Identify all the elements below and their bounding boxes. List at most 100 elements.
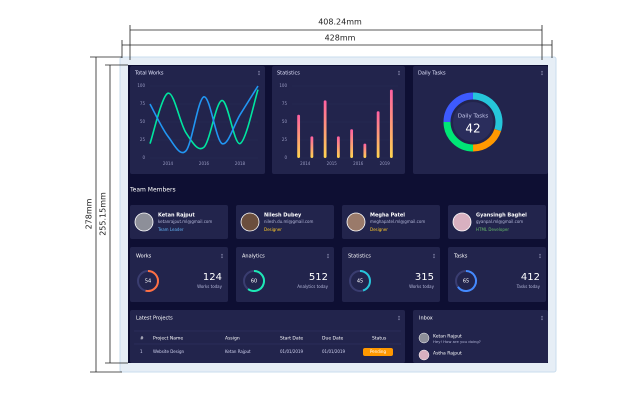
table-cell: 01/01/2019 xyxy=(322,349,346,354)
y-tick-label: 0 xyxy=(284,155,287,160)
avatar xyxy=(134,212,154,232)
ring xyxy=(247,270,265,292)
stat-caption: Tasks today xyxy=(516,284,541,289)
bar xyxy=(350,129,354,158)
card xyxy=(448,205,546,239)
stat-title: Statistics xyxy=(348,254,371,260)
menu-dot xyxy=(539,257,541,259)
menu-dot xyxy=(327,253,329,255)
avatar xyxy=(452,212,472,232)
avatar xyxy=(240,212,260,232)
menu-dot xyxy=(433,255,435,257)
status-badge xyxy=(363,348,393,356)
menu-dot xyxy=(433,253,435,255)
line-series xyxy=(149,85,259,154)
member-role: HTML Developer xyxy=(476,227,509,232)
menu-dot xyxy=(258,74,260,76)
ring-value: 45 xyxy=(357,279,363,285)
menu-dot xyxy=(541,70,543,72)
member-email: meghapatel.ml@gmail.com xyxy=(370,219,425,224)
y-tick-label: 100 xyxy=(137,83,145,88)
y-tick-label: 25 xyxy=(140,137,146,142)
member-role: Designer xyxy=(264,227,282,232)
card xyxy=(130,66,265,174)
donut-label: Daily Tasks xyxy=(458,114,489,120)
stat-count: 412 xyxy=(521,272,540,283)
stat-caption: Analytics today xyxy=(297,284,328,289)
menu-dot xyxy=(541,319,543,321)
x-tick-label: 2014 xyxy=(300,161,311,166)
status-text: Pending xyxy=(370,349,386,354)
menu-dot xyxy=(398,72,400,74)
dimension-label: 428mm xyxy=(325,34,356,43)
table-header: Project Name xyxy=(153,336,183,342)
message-text: Hey! How are you doing? xyxy=(433,339,481,344)
ring-value: 54 xyxy=(145,279,151,285)
stat-count: 315 xyxy=(415,272,434,283)
table-cell: 1 xyxy=(140,349,143,354)
member-email: gyanpal.ml@gmail.com xyxy=(476,219,523,224)
donut-hole xyxy=(453,102,493,142)
stat-count: 124 xyxy=(203,272,222,283)
menu-dot xyxy=(327,257,329,259)
y-tick-label: 75 xyxy=(140,101,146,106)
menu-dot xyxy=(221,257,223,259)
avatar xyxy=(418,332,430,344)
bar xyxy=(310,136,314,158)
member-role: Team Leader xyxy=(157,227,184,232)
menu-dot xyxy=(258,72,260,74)
bar xyxy=(389,89,393,158)
stat-caption: Works today xyxy=(197,284,222,289)
message-sender: Astha Rajput xyxy=(433,351,462,357)
stat-caption: Works today xyxy=(409,284,434,289)
dimension-label: 255.15mm xyxy=(99,192,108,236)
y-tick-label: 50 xyxy=(140,119,146,124)
x-tick-label: 2018 xyxy=(235,161,246,166)
menu-dot xyxy=(541,74,543,76)
table-cell: Website Design xyxy=(153,349,184,354)
card xyxy=(342,205,440,239)
member-email: nilesh.du.ml@gmail.com xyxy=(264,219,313,224)
card-title: Latest Projects xyxy=(136,316,173,322)
table-header: # xyxy=(140,336,144,342)
menu-dot xyxy=(539,253,541,255)
ring xyxy=(145,270,159,292)
ring xyxy=(457,270,477,292)
menu-dot xyxy=(541,317,543,319)
y-tick-label: 25 xyxy=(282,137,288,142)
line-series xyxy=(149,89,259,150)
member-name: Megha Patel xyxy=(370,213,405,219)
x-tick-label: 2019 xyxy=(380,161,391,166)
x-tick-label: 2015 xyxy=(327,161,338,166)
member-name: Ketan Rajput xyxy=(158,213,195,219)
bar xyxy=(363,143,367,158)
stat-count: 512 xyxy=(309,272,328,283)
menu-dot xyxy=(398,319,400,321)
x-tick-label: 2016 xyxy=(353,161,364,166)
member-email: ketanrajput.ml@gmail.com xyxy=(158,219,212,224)
menu-dot xyxy=(541,315,543,317)
message-sender: Ketan Rajput xyxy=(433,334,462,340)
x-tick-label: 2014 xyxy=(163,161,174,166)
dimension-label: 408.24mm xyxy=(318,18,362,27)
y-tick-label: 75 xyxy=(282,101,288,106)
menu-dot xyxy=(433,257,435,259)
donut-segment xyxy=(472,92,503,132)
menu-dot xyxy=(398,317,400,319)
table-header: Start Date xyxy=(280,336,303,342)
member-role: Designer xyxy=(370,227,388,232)
card-title: Statistics xyxy=(277,71,300,77)
ring-value: 65 xyxy=(463,279,469,285)
member-name: Gyansingh Baghel xyxy=(476,213,527,219)
card-title: Total Works xyxy=(134,71,164,77)
y-tick-label: 0 xyxy=(142,155,145,160)
donut-value: 42 xyxy=(465,122,480,136)
dimensions: 408.24mm 428mm 278mm 255.15mm xyxy=(85,18,553,373)
stat-title: Works xyxy=(136,254,152,260)
menu-dot xyxy=(398,315,400,317)
card-title: Inbox xyxy=(419,316,433,322)
donut-segment xyxy=(443,121,474,152)
ring-value: 60 xyxy=(251,279,257,285)
